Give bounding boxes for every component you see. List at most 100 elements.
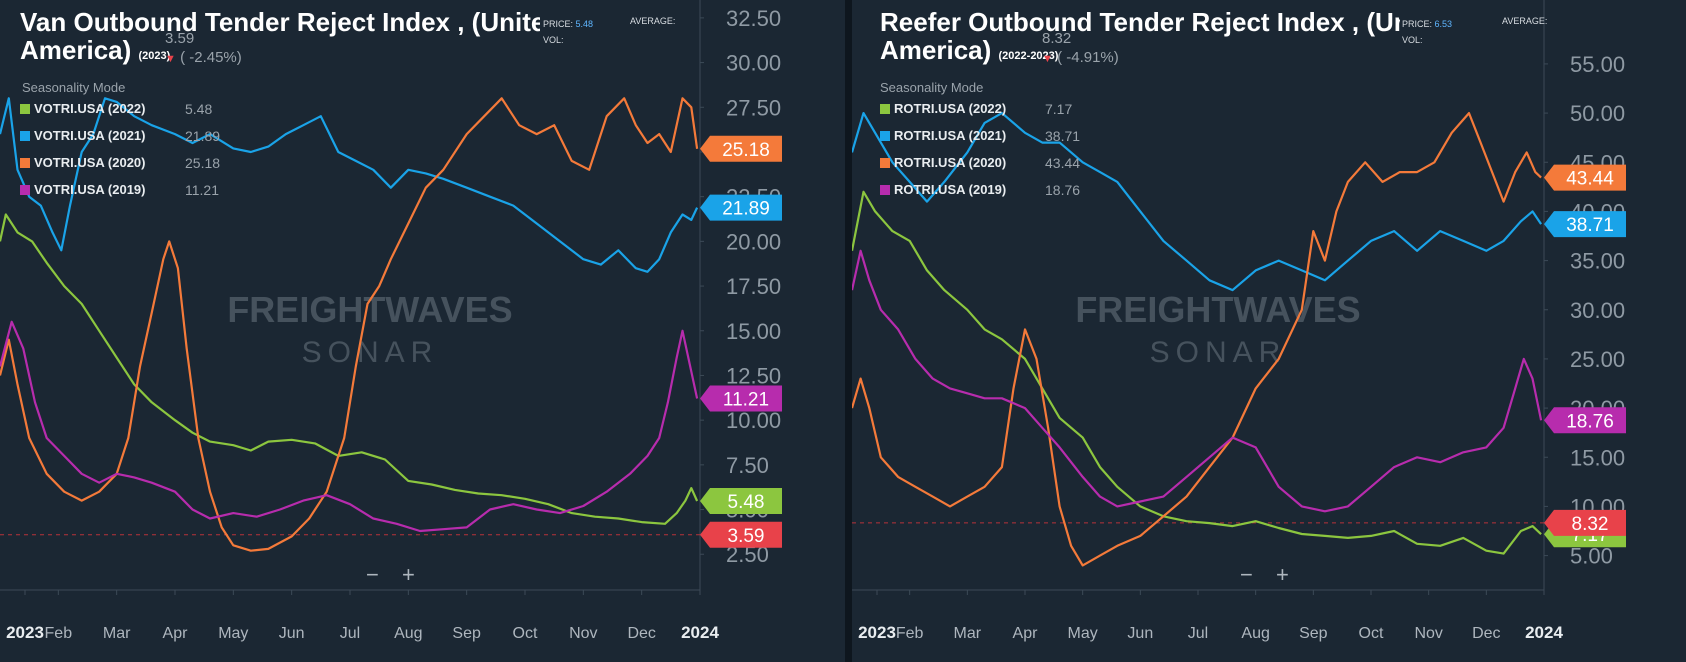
legend-item-2022[interactable]: VOTRI.USA (2022) 5.48 [20,101,212,117]
legend-swatch [20,185,30,195]
legend-item-2021[interactable]: VOTRI.USA (2021) 21.89 [20,128,220,144]
current-value-tag: 8.32 [1572,514,1609,535]
legend-item-2022[interactable]: ROTRI.USA (2022) 7.17 [880,101,1072,117]
down-arrow-icon: ▼ [165,53,176,65]
last-value: 8.32 [1042,30,1072,47]
series-value-tag: 25.18 [722,140,770,161]
x-tick-label: Mar [103,625,131,642]
x-tick-label: Jul [340,625,360,642]
series-line [852,112,1543,292]
series-value-tag-bg [700,135,782,162]
x-tick-label: 2023 [6,623,44,642]
watermark-text: SONAR [1150,336,1287,369]
series-line [852,112,1542,567]
zoom-out-button[interactable]: − [366,562,379,587]
series-value-tag-bg [700,194,782,221]
watermark-text: FREIGHTWAVES [227,289,512,330]
y-tick-label: 50.00 [1570,101,1625,126]
legend-item-2021[interactable]: ROTRI.USA (2021) 38.71 [880,128,1080,144]
series-value-tag: 38.71 [1566,215,1614,236]
y-tick-label: 20.00 [726,229,781,254]
current-value-tag-bg [1544,509,1626,536]
legend-swatch [880,104,890,114]
y-tick-label: 17.50 [726,274,781,299]
series-line [0,320,699,533]
x-tick-label: Feb [45,625,73,642]
y-tick-label: 7.50 [726,453,769,478]
x-tick-label: May [1068,625,1098,642]
x-tick-label: Feb [896,625,924,642]
y-tick-label: 35.00 [1570,249,1625,274]
series-line [0,97,699,552]
series-value-tag-bg [700,487,782,514]
series-value-tag: 11.21 [723,390,769,411]
x-tick-label: Jul [1188,625,1208,642]
series-value-tag: 5.48 [728,492,765,513]
x-tick-label: 2023 [858,623,896,642]
legend-swatch [20,131,30,141]
y-tick-label: 55.00 [1570,52,1625,77]
legend-swatch [880,131,890,141]
x-tick-label: Sep [1299,625,1328,642]
y-tick-label: 30.00 [726,51,781,76]
zoom-in-button[interactable]: + [402,562,415,587]
y-tick-label: 30.00 [1570,298,1625,323]
x-tick-label: Nov [1414,625,1442,642]
x-tick-label: Oct [513,625,538,642]
series-line [0,97,699,273]
series-value-tag: 43.44 [1566,169,1614,190]
seasonality-mode-label: Seasonality Mode [880,80,984,95]
van-chart-plot: FREIGHTWAVESSONAR2.505.007.5010.0012.501… [0,0,782,642]
series-value-tag-bg [1544,211,1626,238]
series-value-tag: 21.89 [722,199,770,220]
watermark-text: SONAR [302,336,439,369]
legend-item-2019[interactable]: VOTRI.USA (2019) 11.21 [20,182,219,198]
y-tick-label: 5.00 [1570,544,1613,569]
y-tick-label: 32.50 [726,6,781,31]
change-percent: ▼ ( -4.91%) [1042,49,1119,66]
x-tick-label: 2024 [1525,623,1563,642]
legend-item-2020[interactable]: VOTRI.USA (2020) 25.18 [20,155,220,171]
price-readout: PRICE: 6.53 VOL: [1402,19,1453,45]
chart-title: Van Outbound Tender Reject Index , (Unit… [20,8,540,65]
van-chart-panel: FREIGHTWAVESSONAR2.505.007.5010.0012.501… [0,0,782,642]
down-arrow-icon: ▼ [1042,53,1053,65]
x-tick-label: Mar [954,625,982,642]
x-tick-label: Sep [452,625,481,642]
last-value: 3.59 [165,30,195,47]
series-value-tag-bg [1544,164,1626,191]
zoom-out-button[interactable]: − [1240,562,1253,587]
series-line [852,190,1542,555]
y-tick-label: 27.50 [726,95,781,120]
reefer-chart-plot: FREIGHTWAVESSONAR5.0010.0015.0020.0025.0… [852,0,1626,642]
seasonality-mode-label: Seasonality Mode [22,80,126,95]
series-value-tag: 18.76 [1566,411,1614,432]
x-tick-label: Jun [279,625,305,642]
current-value-tag: 3.59 [728,526,765,547]
x-tick-label: Oct [1359,625,1384,642]
series-value-tag-bg [1544,407,1626,434]
y-tick-label: 15.00 [726,319,781,344]
price-readout: PRICE: 5.48 VOL: [543,19,594,45]
change-percent: ▼ ( -2.45%) [165,49,242,66]
y-tick-label: 12.50 [726,363,781,388]
x-tick-label: Apr [163,625,189,642]
x-tick-label: Jun [1127,625,1153,642]
series-line [0,213,699,525]
zoom-in-button[interactable]: + [1276,562,1289,587]
x-tick-label: 2024 [681,623,719,642]
x-tick-label: Dec [1472,625,1500,642]
average-readout: AVERAGE: [1502,16,1548,26]
legend-item-2019[interactable]: ROTRI.USA (2019) 18.76 [880,182,1080,198]
legend-swatch [20,158,30,168]
x-tick-label: Dec [627,625,655,642]
current-value-tag-bg [700,521,782,548]
y-tick-label: 10.00 [726,408,781,433]
reefer-chart-panel: FREIGHTWAVESSONAR5.0010.0015.0020.0025.0… [852,0,1686,662]
legend-swatch [880,158,890,168]
legend-swatch [880,185,890,195]
y-tick-label: 15.00 [1570,445,1625,470]
x-tick-label: Aug [1241,625,1269,642]
legend-swatch [20,104,30,114]
legend-item-2020[interactable]: ROTRI.USA (2020) 43.44 [880,155,1080,171]
